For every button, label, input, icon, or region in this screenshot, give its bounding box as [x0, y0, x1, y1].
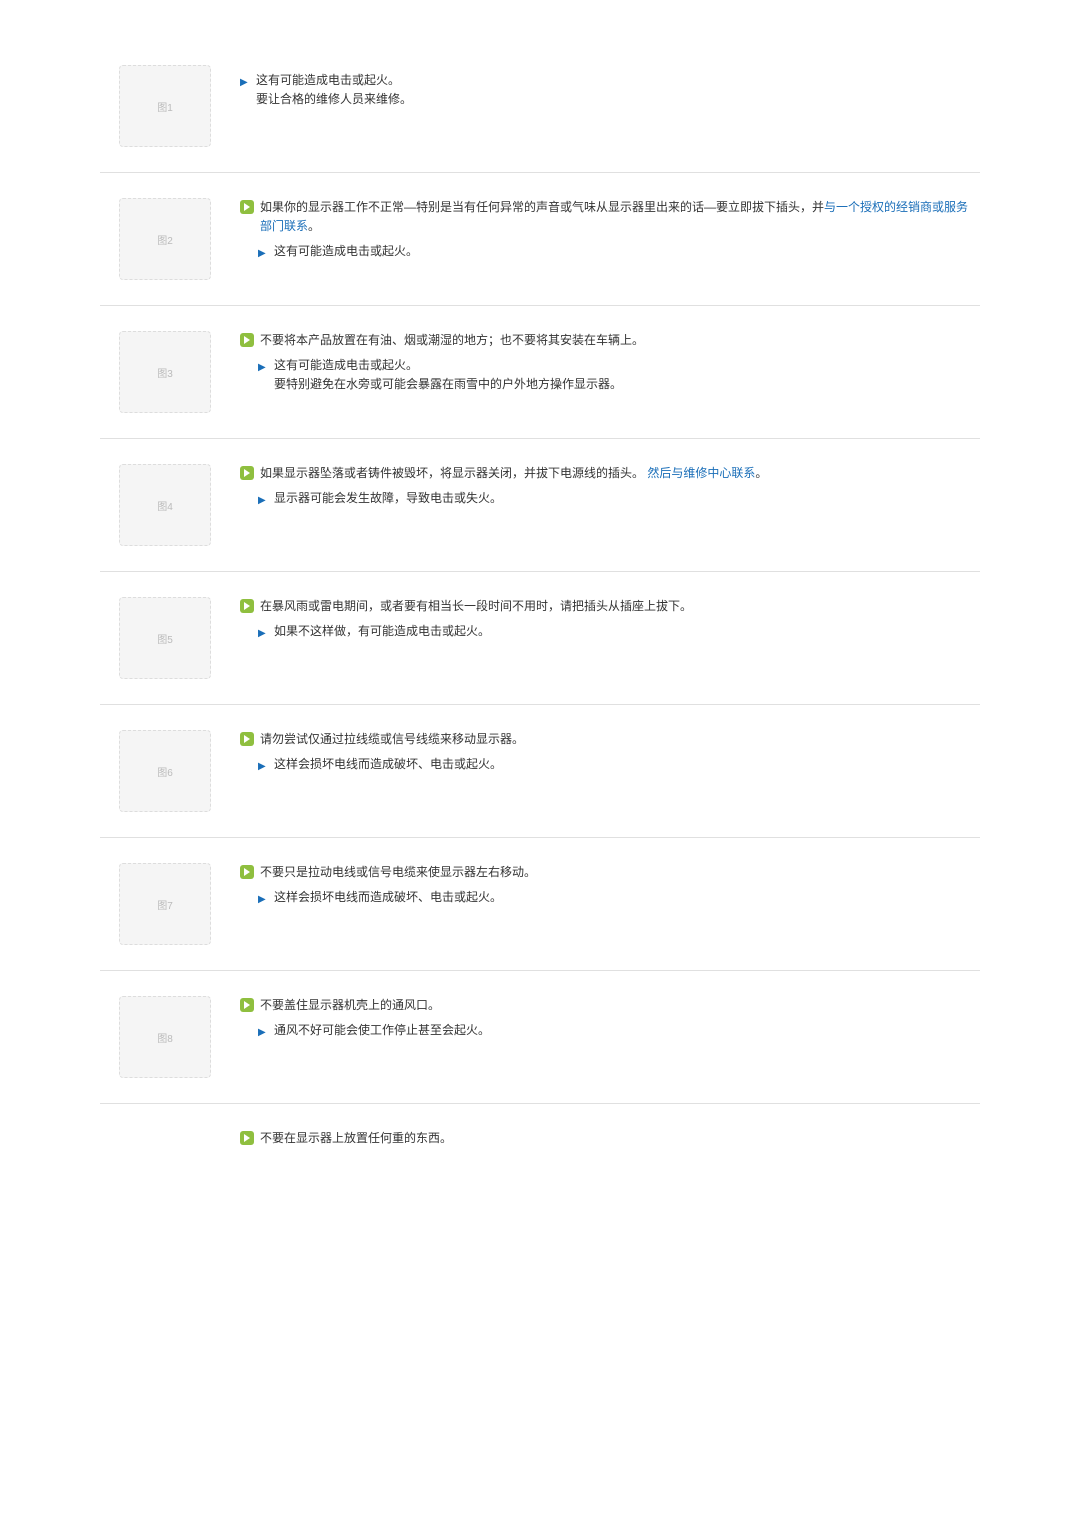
section-text-cell: 不要在显示器上放置任何重的东西。 [230, 1129, 980, 1154]
main-text: 不要将本产品放置在有油、烟或潮湿的地方；也不要将其安装在车辆上。 [260, 331, 644, 350]
main-text: 如果你的显示器工作不正常—特别是当有任何异常的声音或气味从显示器里出来的话—要立… [260, 198, 980, 236]
sub-text: 这有可能造成电击或起火。 要让合格的维修人员来维修。 [256, 71, 412, 109]
safety-section: 图8 不要盖住显示器机壳上的通风口。 ▶ 通风不好可能会使工作停止甚至会起火。 [100, 971, 980, 1104]
main-point: 不要在显示器上放置任何重的东西。 [240, 1129, 980, 1148]
safety-section: 图5 在暴风雨或雷电期间，或者要有相当长一段时间不用时，请把插头从插座上拔下。 … [100, 572, 980, 705]
bullet-icon [240, 865, 254, 879]
service-link[interactable]: 然后与维修中心联系 [647, 466, 755, 480]
sub-point: ▶ 这样会损坏电线而造成破坏、电击或起火。 [258, 755, 980, 775]
main-point: 如果你的显示器工作不正常—特别是当有任何异常的声音或气味从显示器里出来的话—要立… [240, 198, 980, 236]
section-icon-cell: 图2 [100, 198, 230, 280]
sub-point: ▶ 这有可能造成电击或起火。 要特别避免在水旁或可能会暴露在雨雪中的户外地方操作… [258, 356, 980, 394]
illustration-icon: 图6 [119, 730, 211, 812]
bullet-icon [240, 200, 254, 214]
main-point: 不要将本产品放置在有油、烟或潮湿的地方；也不要将其安装在车辆上。 [240, 331, 980, 350]
safety-section: 图6 请勿尝试仅通过拉线缆或信号线缆来移动显示器。 ▶ 这样会损坏电线而造成破坏… [100, 705, 980, 838]
main-point: 请勿尝试仅通过拉线缆或信号线缆来移动显示器。 [240, 730, 980, 749]
sub-point: ▶ 这有可能造成电击或起火。 要让合格的维修人员来维修。 [240, 71, 980, 109]
sub-text: 这有可能造成电击或起火。 要特别避免在水旁或可能会暴露在雨雪中的户外地方操作显示… [274, 356, 622, 394]
main-point: 不要只是拉动电线或信号电缆来使显示器左右移动。 [240, 863, 980, 882]
main-text: 不要在显示器上放置任何重的东西。 [260, 1129, 452, 1148]
main-point: 在暴风雨或雷电期间，或者要有相当长一段时间不用时，请把插头从插座上拔下。 [240, 597, 980, 616]
sub-point: ▶ 通风不好可能会使工作停止甚至会起火。 [258, 1021, 980, 1041]
section-text-cell: 请勿尝试仅通过拉线缆或信号线缆来移动显示器。 ▶ 这样会损坏电线而造成破坏、电击… [230, 730, 980, 775]
main-text: 不要盖住显示器机壳上的通风口。 [260, 996, 440, 1015]
section-icon-cell: 图8 [100, 996, 230, 1078]
section-text-cell: 不要只是拉动电线或信号电缆来使显示器左右移动。 ▶ 这样会损坏电线而造成破坏、电… [230, 863, 980, 908]
section-text-cell: 如果显示器坠落或者铸件被毁坏，将显示器关闭，并拔下电源线的插头。 然后与维修中心… [230, 464, 980, 509]
safety-section: 图7 不要只是拉动电线或信号电缆来使显示器左右移动。 ▶ 这样会损坏电线而造成破… [100, 838, 980, 971]
illustration-icon: 图1 [119, 65, 211, 147]
safety-section: 图4 如果显示器坠落或者铸件被毁坏，将显示器关闭，并拔下电源线的插头。 然后与维… [100, 439, 980, 572]
section-icon-cell: 图3 [100, 331, 230, 413]
illustration-icon: 图3 [119, 331, 211, 413]
bullet-icon [240, 732, 254, 746]
safety-section: 不要在显示器上放置任何重的东西。 [100, 1104, 980, 1179]
arrow-icon: ▶ [258, 360, 268, 376]
bullet-icon [240, 466, 254, 480]
section-icon-cell: 图7 [100, 863, 230, 945]
section-text-cell: ▶ 这有可能造成电击或起火。 要让合格的维修人员来维修。 [230, 65, 980, 109]
arrow-icon: ▶ [258, 493, 268, 509]
arrow-icon: ▶ [240, 75, 250, 91]
illustration-icon: 图7 [119, 863, 211, 945]
main-text: 在暴风雨或雷电期间，或者要有相当长一段时间不用时，请把插头从插座上拔下。 [260, 597, 692, 616]
main-text: 请勿尝试仅通过拉线缆或信号线缆来移动显示器。 [260, 730, 524, 749]
section-text-cell: 不要盖住显示器机壳上的通风口。 ▶ 通风不好可能会使工作停止甚至会起火。 [230, 996, 980, 1041]
sub-point: ▶ 显示器可能会发生故障，导致电击或失火。 [258, 489, 980, 509]
sub-text: 这样会损坏电线而造成破坏、电击或起火。 [274, 755, 502, 774]
illustration-icon: 图2 [119, 198, 211, 280]
arrow-icon: ▶ [258, 759, 268, 775]
section-icon-cell: 图1 [100, 65, 230, 147]
sub-point: ▶ 这样会损坏电线而造成破坏、电击或起火。 [258, 888, 980, 908]
sub-text: 显示器可能会发生故障，导致电击或失火。 [274, 489, 502, 508]
arrow-icon: ▶ [258, 246, 268, 262]
section-icon-cell: 图4 [100, 464, 230, 546]
safety-section: 图3 不要将本产品放置在有油、烟或潮湿的地方；也不要将其安装在车辆上。 ▶ 这有… [100, 306, 980, 439]
sub-point: ▶ 这有可能造成电击或起火。 [258, 242, 980, 262]
sub-text: 如果不这样做，有可能造成电击或起火。 [274, 622, 490, 641]
illustration-icon: 图4 [119, 464, 211, 546]
section-text-cell: 不要将本产品放置在有油、烟或潮湿的地方；也不要将其安装在车辆上。 ▶ 这有可能造… [230, 331, 980, 395]
section-icon-cell: 图5 [100, 597, 230, 679]
main-text: 如果显示器坠落或者铸件被毁坏，将显示器关闭，并拔下电源线的插头。 然后与维修中心… [260, 464, 767, 483]
section-icon-cell: 图6 [100, 730, 230, 812]
bullet-icon [240, 599, 254, 613]
arrow-icon: ▶ [258, 1025, 268, 1041]
safety-section: 图2 如果你的显示器工作不正常—特别是当有任何异常的声音或气味从显示器里出来的话… [100, 173, 980, 306]
main-point: 如果显示器坠落或者铸件被毁坏，将显示器关闭，并拔下电源线的插头。 然后与维修中心… [240, 464, 980, 483]
safety-instructions-content: 图1 ▶ 这有可能造成电击或起火。 要让合格的维修人员来维修。 图2 如果你的显… [0, 0, 1080, 1219]
illustration-icon: 图5 [119, 597, 211, 679]
sub-text: 通风不好可能会使工作停止甚至会起火。 [274, 1021, 490, 1040]
arrow-icon: ▶ [258, 626, 268, 642]
main-point: 不要盖住显示器机壳上的通风口。 [240, 996, 980, 1015]
main-text: 不要只是拉动电线或信号电缆来使显示器左右移动。 [260, 863, 536, 882]
section-text-cell: 如果你的显示器工作不正常—特别是当有任何异常的声音或气味从显示器里出来的话—要立… [230, 198, 980, 262]
sub-text: 这样会损坏电线而造成破坏、电击或起火。 [274, 888, 502, 907]
illustration-icon: 图8 [119, 996, 211, 1078]
arrow-icon: ▶ [258, 892, 268, 908]
bullet-icon [240, 333, 254, 347]
sub-text: 这有可能造成电击或起火。 [274, 242, 418, 261]
section-text-cell: 在暴风雨或雷电期间，或者要有相当长一段时间不用时，请把插头从插座上拔下。 ▶ 如… [230, 597, 980, 642]
bullet-icon [240, 1131, 254, 1145]
sub-point: ▶ 如果不这样做，有可能造成电击或起火。 [258, 622, 980, 642]
safety-section: 图1 ▶ 这有可能造成电击或起火。 要让合格的维修人员来维修。 [100, 40, 980, 173]
bullet-icon [240, 998, 254, 1012]
